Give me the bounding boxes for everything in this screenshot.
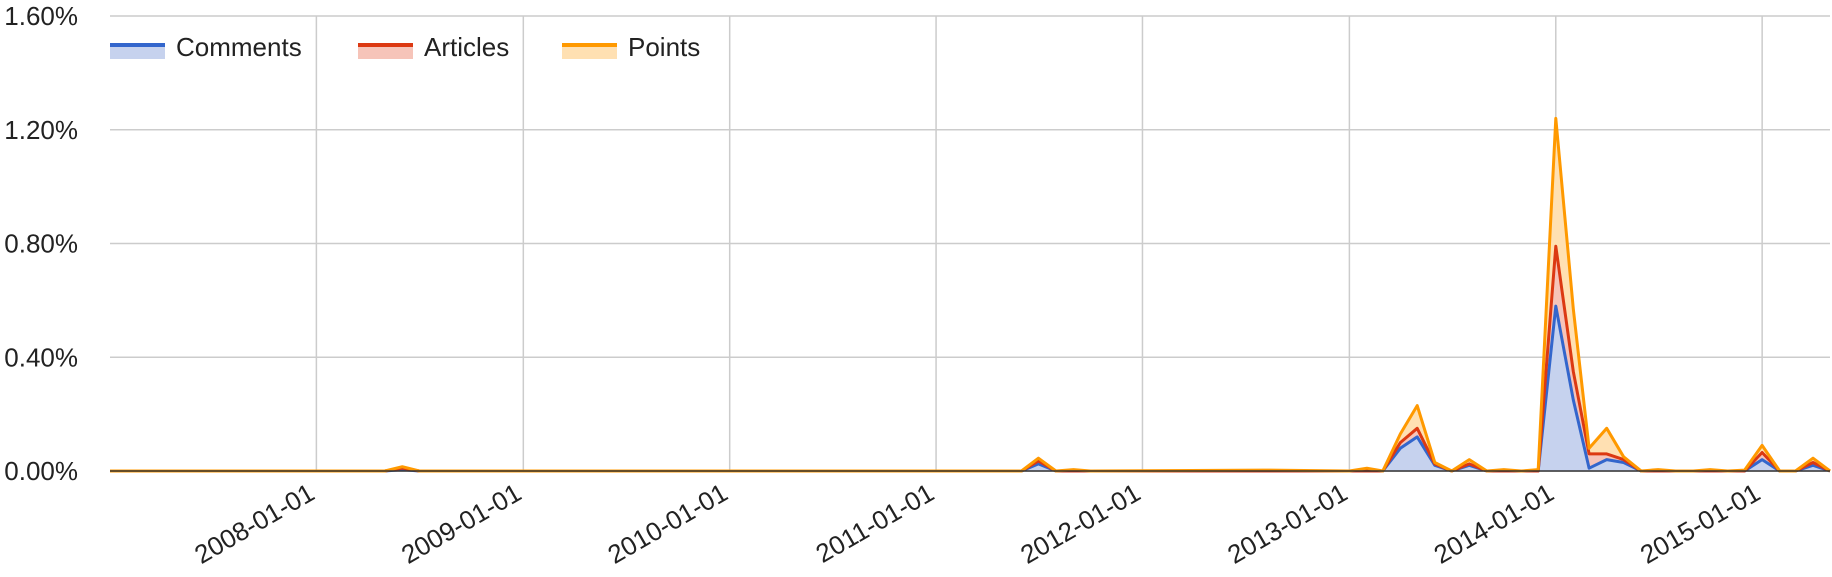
legend-swatch-fill	[110, 45, 165, 59]
legend-swatch-fill	[562, 45, 617, 59]
x-tick-label: 2013-01-01	[1222, 477, 1352, 569]
x-tick-label: 2009-01-01	[396, 477, 526, 569]
x-tick-label: 2012-01-01	[1015, 477, 1145, 569]
x-tick-label: 2015-01-01	[1635, 477, 1765, 569]
legend-swatch-line	[562, 43, 617, 47]
legend-item-articles: Articles	[358, 32, 509, 62]
x-tick-label: 2011-01-01	[811, 477, 940, 569]
legend-swatch-line	[358, 43, 413, 47]
y-tick-label: 0.80%	[4, 229, 78, 259]
grid	[110, 15, 1830, 472]
y-tick-label: 0.40%	[4, 342, 78, 372]
legend: Comments Articles Points	[110, 32, 700, 62]
x-tick-label: 2014-01-01	[1429, 477, 1559, 569]
legend-label: Articles	[424, 32, 509, 62]
y-tick-label: 0.00%	[4, 456, 78, 486]
legend-label: Points	[628, 32, 700, 62]
legend-item-points: Points	[562, 32, 700, 62]
legend-item-comments: Comments	[110, 32, 302, 62]
legend-label: Comments	[176, 32, 302, 62]
legend-swatch-line	[110, 43, 165, 47]
legend-swatch-fill	[358, 45, 413, 59]
y-tick-label: 1.20%	[4, 115, 78, 145]
x-tick-label: 2008-01-01	[189, 477, 319, 569]
x-tick-label: 2010-01-01	[603, 477, 733, 569]
y-tick-label: 1.60%	[4, 1, 78, 31]
